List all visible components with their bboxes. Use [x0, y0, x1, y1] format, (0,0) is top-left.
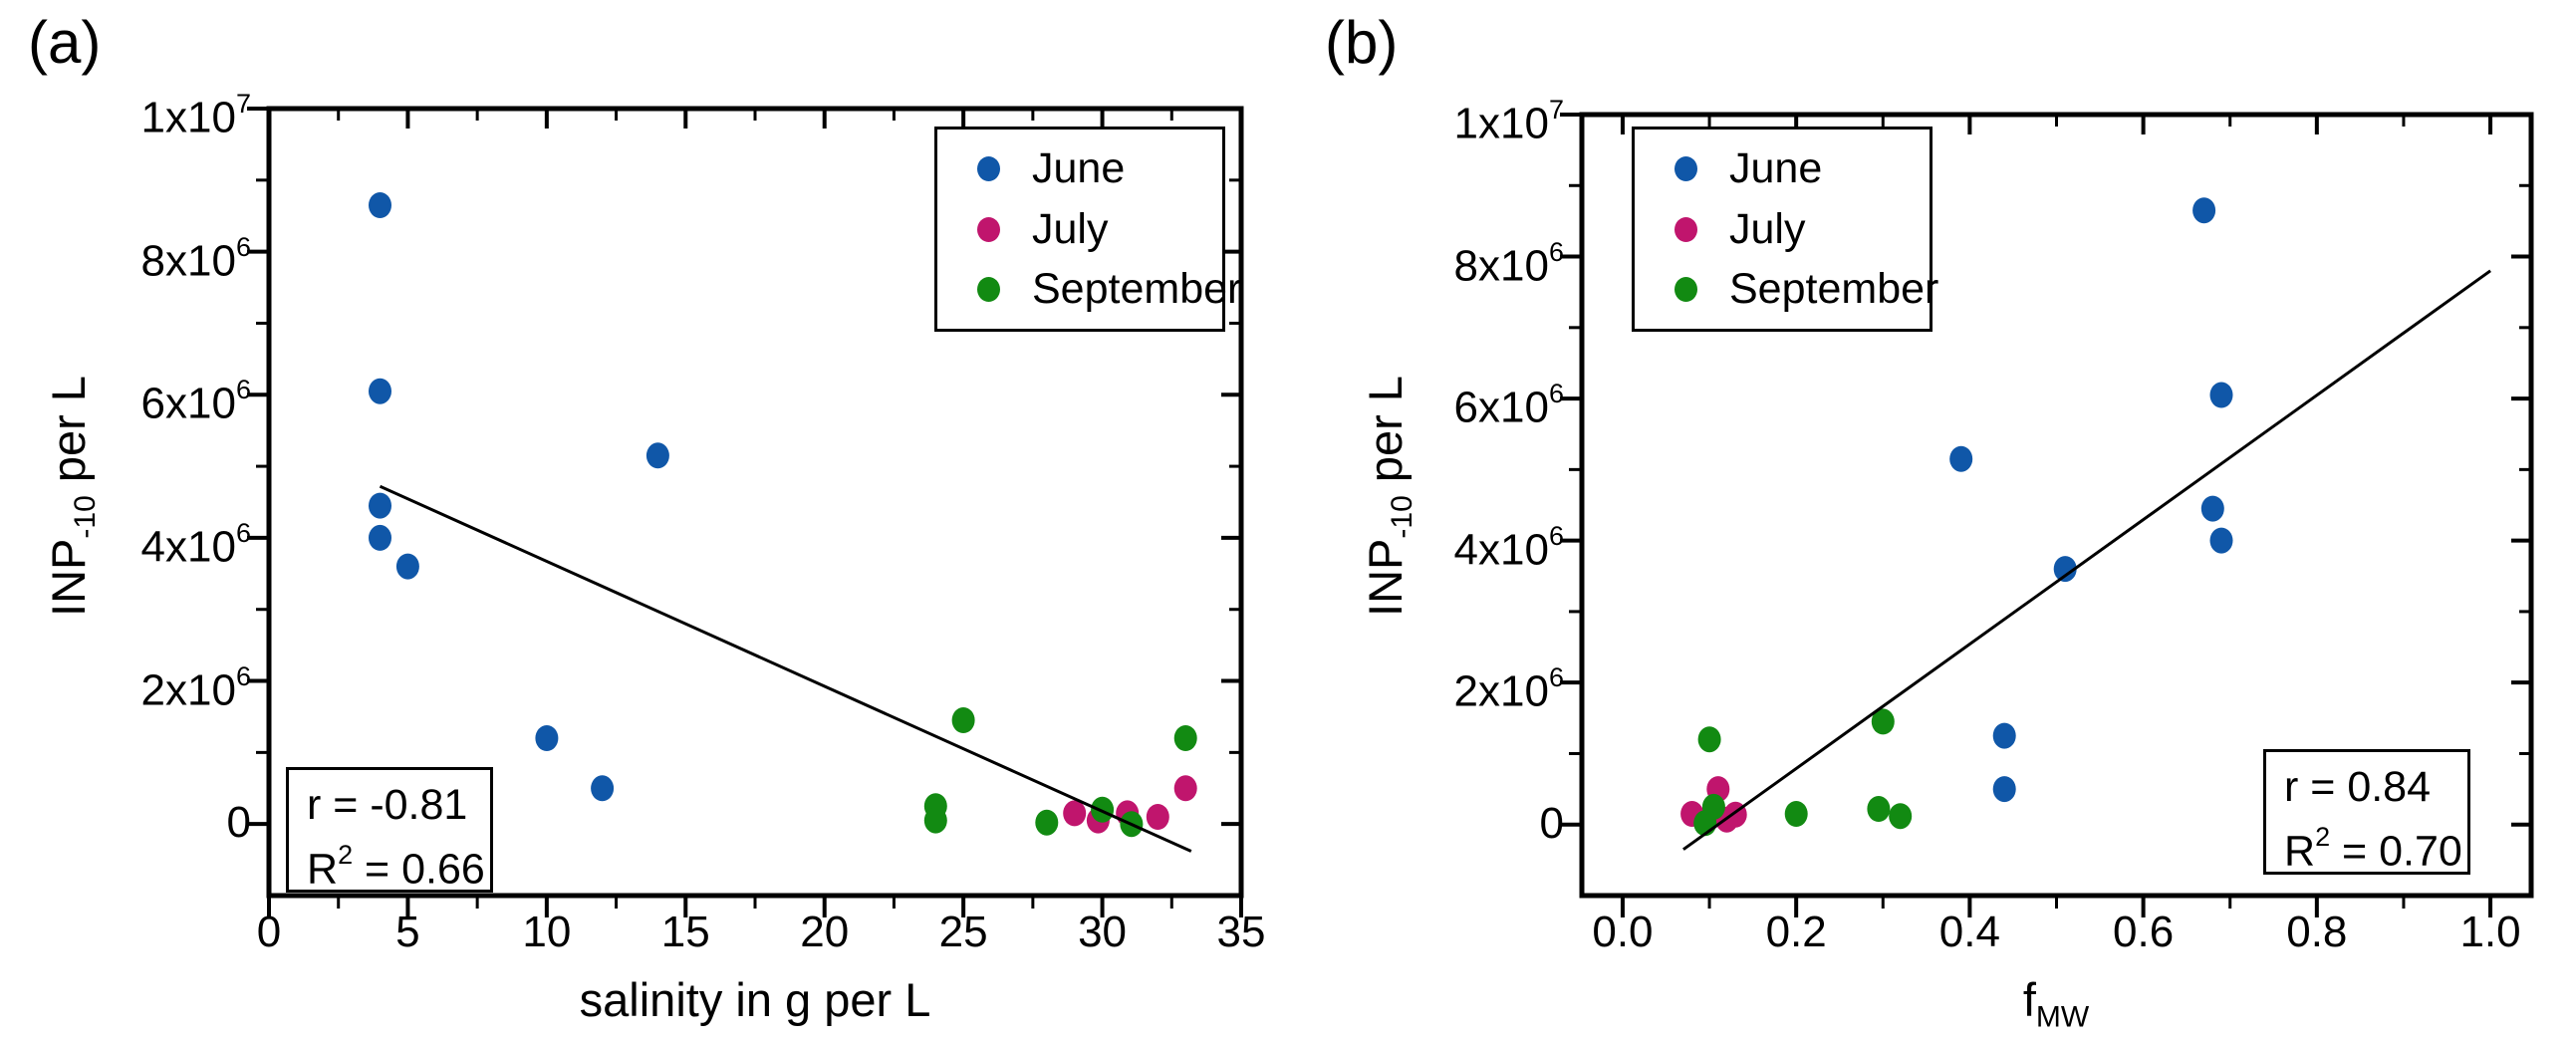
- legend-panel-b: June July September: [1632, 127, 1938, 332]
- stats-box-panel-a: r = -0.81 R2 = 0.66: [286, 767, 493, 893]
- ylabel-rest: per L: [1358, 376, 1412, 496]
- legend-item-june: June: [937, 144, 1222, 193]
- september-data-point: [1871, 708, 1895, 735]
- xlabel-base: salinity in g per L: [579, 973, 931, 1026]
- stats-box-panel-b: r = 0.84 R2 = 0.70: [2263, 749, 2470, 875]
- june-data-point: [535, 725, 559, 751]
- r-squared-value: R2 = 0.66: [307, 840, 485, 894]
- september-marker-icon: [977, 276, 1000, 302]
- june-data-point: [1992, 776, 2016, 803]
- june-data-point: [369, 192, 391, 218]
- x-tick-label: 15: [660, 908, 710, 956]
- panel-b-x-axis-title: fMW: [1907, 972, 2205, 1034]
- x-tick-label: 0.0: [1592, 908, 1654, 956]
- ylabel-rest: per L: [41, 376, 95, 496]
- june-data-point: [395, 553, 419, 580]
- june-data-point: [369, 524, 391, 551]
- x-tick-label: 0.4: [1938, 908, 2000, 956]
- x-tick-label: 25: [938, 908, 988, 956]
- legend-label-july: July: [1032, 204, 1109, 253]
- y-tick-label: 4x106: [140, 517, 251, 572]
- panel-a-tag: (a): [28, 9, 102, 76]
- panel-a-x-axis-title: salinity in g per L: [456, 972, 1054, 1034]
- legend-label-june: June: [1032, 144, 1126, 193]
- panel-a-fit-line: [379, 484, 1192, 853]
- legend-panel-a: June July September: [934, 127, 1241, 332]
- legend-label-september: September: [1729, 264, 1939, 313]
- x-tick-label: 0.6: [2113, 908, 2175, 956]
- june-marker-icon: [977, 156, 1000, 182]
- legend-item-june: June: [1635, 144, 1930, 193]
- june-data-point: [1949, 445, 1973, 472]
- y-tick-label: 6x106: [140, 375, 251, 428]
- y-tick-label: 6x106: [1453, 379, 1564, 432]
- x-tick-label: 20: [800, 908, 850, 956]
- june-data-point: [2053, 556, 2077, 583]
- x-tick-label: 5: [395, 908, 420, 956]
- june-data-point: [369, 378, 391, 404]
- june-data-point: [2209, 527, 2233, 554]
- july-marker-icon: [1674, 216, 1697, 242]
- x-tick-label: 0: [256, 908, 282, 956]
- y-tick-label: 8x106: [140, 231, 251, 286]
- september-data-point: [1867, 796, 1891, 822]
- x-tick-label: 0.2: [1765, 908, 1827, 956]
- xlabel-base: f: [2022, 973, 2036, 1026]
- r-value: r = -0.81: [307, 781, 468, 829]
- july-data-point: [1063, 800, 1087, 827]
- september-data-point: [923, 807, 947, 834]
- x-tick-label: 35: [1216, 908, 1266, 956]
- june-data-point: [1992, 722, 2016, 749]
- june-data-point: [2192, 197, 2216, 224]
- september-data-point: [1697, 726, 1721, 753]
- september-data-point: [1889, 803, 1913, 830]
- september-data-point: [1784, 801, 1808, 827]
- ylabel-base: INP: [41, 538, 95, 617]
- june-data-point: [2209, 382, 2233, 408]
- y-tick-label: 1x107: [1453, 95, 1564, 148]
- y-tick-label: 0: [226, 798, 251, 848]
- june-data-point: [369, 492, 391, 519]
- x-tick-label: 30: [1078, 908, 1128, 956]
- y-tick-label: 1x107: [140, 89, 251, 142]
- x-tick-label: 0.8: [2286, 908, 2348, 956]
- x-tick-label: 1.0: [2459, 908, 2521, 956]
- panel-b-fit-line: [1682, 269, 2491, 851]
- july-data-point: [1173, 775, 1197, 802]
- september-marker-icon: [1674, 276, 1697, 302]
- legend-item-september: September: [1635, 265, 1938, 314]
- r-squared-value: R2 = 0.70: [2284, 822, 2462, 876]
- legend-label-july: July: [1729, 204, 1806, 253]
- july-marker-icon: [977, 216, 1000, 242]
- june-data-point: [591, 775, 615, 802]
- legend-label-june: June: [1729, 144, 1823, 193]
- y-tick-label: 4x106: [1453, 520, 1564, 575]
- september-data-point: [1173, 725, 1197, 751]
- legend-item-september: September: [937, 265, 1241, 314]
- september-data-point: [1035, 809, 1059, 836]
- june-marker-icon: [1674, 156, 1697, 182]
- y-tick-label: 0: [1539, 798, 1564, 848]
- legend-item-july: July: [1635, 205, 1930, 254]
- september-data-point: [951, 707, 975, 733]
- july-data-point: [1146, 804, 1169, 830]
- y-tick-label: 2x106: [1453, 662, 1564, 716]
- panel-b-tag: (b): [1325, 9, 1399, 76]
- x-tick-label: 10: [522, 908, 572, 956]
- y-tick-label: 2x106: [140, 660, 251, 715]
- xlabel-subscript: MW: [2035, 1000, 2090, 1034]
- y-tick-label: 8x106: [1453, 236, 1564, 291]
- june-data-point: [2200, 495, 2224, 522]
- r-value: r = 0.84: [2284, 763, 2432, 811]
- ylabel-base: INP: [1358, 538, 1412, 617]
- legend-item-july: July: [937, 205, 1222, 254]
- june-data-point: [645, 442, 669, 469]
- legend-label-september: September: [1032, 264, 1242, 313]
